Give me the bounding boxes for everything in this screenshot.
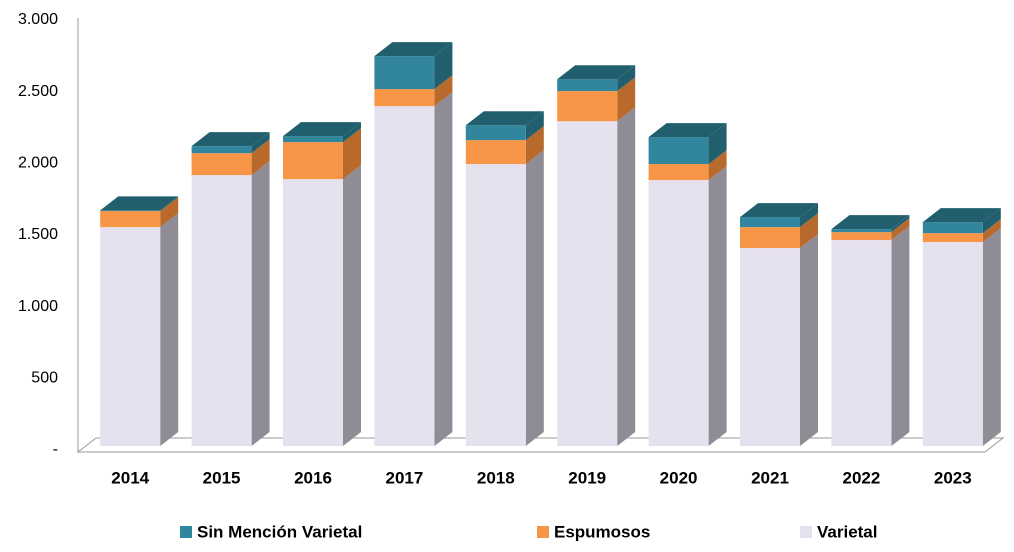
bar [374,89,435,107]
x-tick-label: 2022 [842,468,880,487]
bar-side [800,213,818,249]
bar [283,136,343,143]
bar-side [525,150,544,446]
bar-side [800,203,818,228]
bar-side [343,128,361,180]
bar-top [283,122,361,137]
bar-side [617,107,636,446]
legend-label: Espumosos [554,522,650,541]
bar-top [922,208,1001,223]
bar [648,164,709,181]
bar-side [891,215,910,233]
bar-side [434,92,453,446]
bar-side [708,150,727,181]
bar [465,125,526,141]
legend-swatch [180,526,192,538]
y-tick-label: 3.000 [18,11,58,28]
bar-side [160,197,179,228]
bar-side [160,196,179,212]
bar [557,91,618,122]
x-tick-label: 2020 [660,468,698,487]
y-tick-label: 1.500 [18,226,58,243]
y-tick-label: 2.000 [18,155,58,172]
bar-side [982,228,1001,446]
legend-label: Sin Mención Varietal [197,522,362,541]
bar-side [800,234,818,446]
x-tick-label: 2023 [934,468,972,487]
bar-side [434,42,453,90]
bar-side [525,111,544,141]
x-tick-label: 2014 [111,468,149,487]
bar [100,211,161,228]
x-tick-label: 2018 [477,468,515,487]
bar-side [160,213,179,446]
bar [648,137,709,165]
bar [374,56,435,90]
bar [283,142,343,180]
y-tick-label: 1.000 [18,298,58,315]
bar-side [982,219,1001,243]
bar [648,180,709,446]
bar-top [374,42,453,57]
bar [740,227,800,249]
y-tick-label: 2.500 [18,83,58,100]
legend-swatch [800,526,812,538]
bar-side [251,139,270,176]
bar-top [100,196,179,211]
bar [922,222,983,234]
legend-swatch [537,526,549,538]
bar-side [343,165,361,446]
bar-top [831,215,910,230]
bar [465,140,526,165]
bar-top [465,111,544,126]
bar [191,146,252,154]
bar [465,164,526,446]
bar-side [343,122,361,143]
x-tick-label: 2019 [568,468,606,487]
legend-label: Varietal [817,522,878,541]
bar [831,240,892,446]
bar-side [708,123,727,165]
bar [191,175,252,446]
bar-top [648,123,727,138]
bar [191,153,252,176]
x-tick-label: 2016 [294,468,332,487]
bar [557,79,618,92]
bar-side [251,161,270,446]
bar [831,229,892,233]
bar [374,106,435,446]
bar [283,179,343,446]
bar-side [891,226,910,446]
bar-side [891,218,910,241]
y-tick-label: 500 [31,370,58,387]
x-tick-label: 2021 [751,468,789,487]
bar [831,232,892,241]
bar-side [525,126,544,165]
bar-side [251,132,270,154]
bar [100,210,161,212]
bar-side [617,65,636,92]
y-tick-label: - [53,441,58,458]
bar [557,121,618,446]
bar-top [191,132,270,147]
bar [100,227,161,446]
bar [740,217,800,228]
bar [922,242,983,446]
bar-top [557,65,636,80]
bar-side [617,77,636,122]
bar-side [708,166,727,446]
floor [76,437,1005,453]
bar [922,233,983,243]
bar-side [434,75,453,107]
bar-top [740,203,818,218]
bar [740,248,800,446]
x-tick-label: 2017 [385,468,423,487]
x-tick-label: 2015 [203,468,241,487]
bar-side [982,208,1001,234]
